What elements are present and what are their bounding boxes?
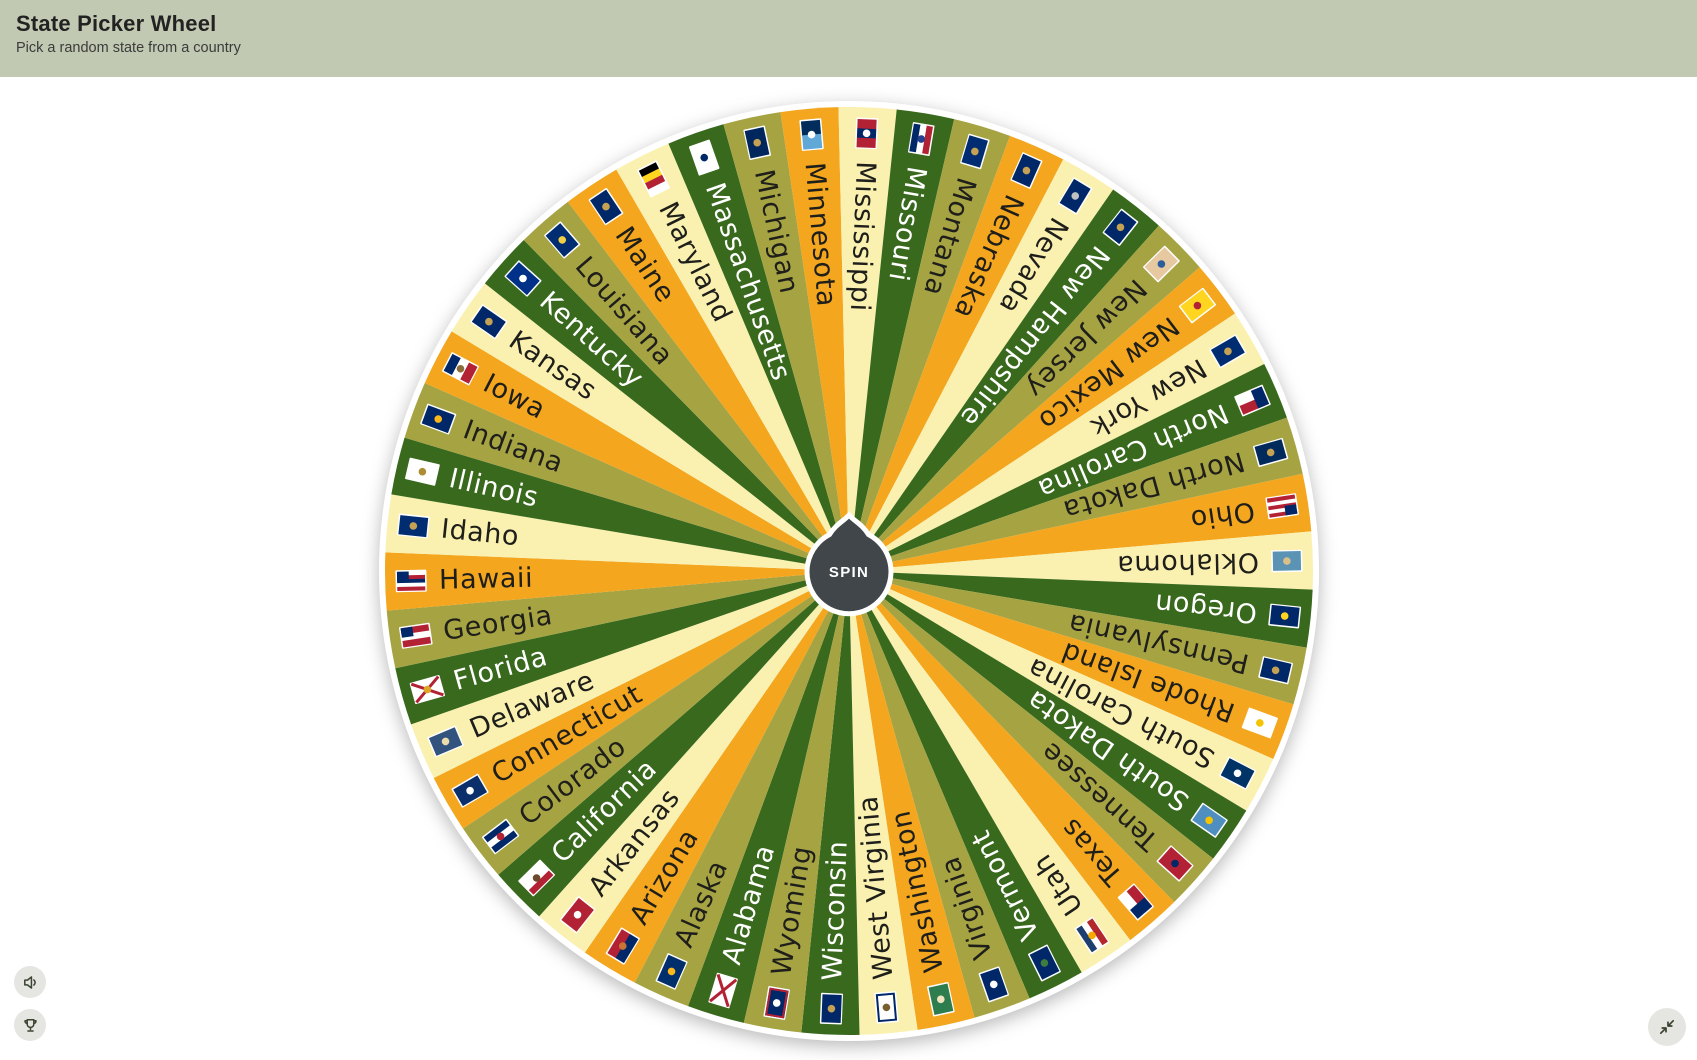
wheel-segment-oregon: Oregon (849, 571, 1313, 648)
state-flag-icon (855, 117, 879, 150)
page-subtitle: Pick a random state from a country (16, 40, 241, 56)
state-flag-icon (605, 927, 640, 965)
wheel-segment-minnesota: Minnesota (780, 107, 849, 572)
wheel-segment-virginia: Virginia (849, 571, 1030, 1018)
results-button[interactable] (14, 1009, 46, 1041)
state-flag-icon (655, 953, 688, 990)
state-flag-icon (1252, 437, 1289, 468)
spin-label: SPIN (829, 564, 869, 581)
wheel-segment-wisconsin: Wisconsin (801, 571, 860, 1035)
spin-pointer-icon (804, 511, 894, 617)
page-title: State Picker Wheel (16, 11, 217, 36)
state-flag-icon (395, 569, 427, 593)
state-flag-icon (819, 992, 843, 1025)
speaker-icon (21, 973, 40, 992)
state-flag-icon (763, 986, 790, 1020)
segment-label: Wisconsin (817, 840, 854, 981)
state-flag-icon (405, 457, 440, 486)
wheel-segment-oklahoma: Oklahoma (849, 531, 1314, 590)
state-flag-icon (1074, 916, 1110, 955)
state-flag-icon (1258, 656, 1293, 685)
state-flag-icon (926, 981, 955, 1017)
app-header: State Picker Wheel Pick a random state f… (0, 0, 1697, 77)
state-flag-icon (1219, 756, 1256, 790)
state-flag-icon (588, 187, 624, 226)
state-flag-icon (1028, 944, 1061, 982)
state-flag-icon (960, 133, 990, 170)
spin-button[interactable]: SPIN (804, 511, 894, 617)
wheel-segment-montana: Montana (849, 119, 1010, 571)
state-flag-icon (1209, 334, 1247, 369)
wheel-segment-missouri: Missouri (849, 109, 955, 572)
state-flag-icon (1241, 707, 1278, 739)
state-flag-icon (398, 622, 433, 649)
state-flag-icon (442, 352, 479, 386)
state-flag-icon (1143, 245, 1180, 283)
segment-label: Oklahoma (1116, 546, 1259, 580)
state-flag-icon (1156, 845, 1194, 882)
trophy-icon (21, 1016, 40, 1035)
state-flag-icon (708, 972, 738, 1009)
segment-label: Mississippi (844, 161, 881, 313)
state-flag-icon (874, 991, 899, 1024)
wheel: AlabamaAlaskaArizonaArkansasCaliforniaCo… (379, 101, 1319, 1041)
wheel-segment-hawaii: Hawaii (384, 552, 849, 611)
wheel-segment-west-virginia: West Virginia (849, 571, 918, 1035)
fullscreen-toggle-button[interactable] (1648, 1008, 1686, 1046)
state-flag-icon (1058, 177, 1093, 215)
state-flag-icon (637, 160, 670, 198)
state-flag-icon (978, 966, 1010, 1003)
state-flag-icon (1117, 883, 1154, 921)
segment-label: Hawaii (439, 563, 534, 596)
state-flag-icon (799, 118, 824, 151)
state-flag-icon (1190, 802, 1228, 838)
wheel-segment-wyoming: Wyoming (743, 571, 849, 1033)
wheel-segment-kansas: Kansas (451, 283, 849, 571)
state-flag-icon (1271, 549, 1303, 573)
state-flag-icon (518, 859, 555, 897)
state-flag-icon (396, 513, 430, 539)
state-flag-icon (908, 122, 935, 156)
state-flag-icon (1102, 208, 1139, 246)
state-flag-icon (544, 221, 581, 259)
state-flag-icon (409, 674, 446, 705)
state-flag-icon (420, 403, 457, 435)
state-flag-icon (451, 773, 489, 808)
sound-button[interactable] (14, 966, 46, 998)
wheel-segment-idaho: Idaho (385, 494, 849, 571)
state-flag-icon (559, 896, 596, 934)
state-flag-icon (470, 304, 508, 340)
state-flag-icon (1178, 287, 1217, 324)
state-flag-icon (1010, 152, 1043, 189)
state-flag-icon (481, 818, 520, 855)
wheel-segment-ohio: Ohio (849, 473, 1312, 571)
state-flag-icon (1268, 603, 1302, 629)
collapse-arrows-icon (1657, 1017, 1677, 1037)
wheel-segment-mississippi: Mississippi (838, 107, 897, 572)
state-flag-icon (1265, 493, 1300, 520)
state-flag-icon (688, 139, 720, 176)
state-flag-icon (1234, 384, 1271, 417)
state-flag-icon (427, 725, 464, 758)
state-flag-icon (504, 260, 542, 297)
wheel-segment-alabama: Alabama (688, 571, 849, 1023)
state-flag-icon (743, 125, 772, 161)
